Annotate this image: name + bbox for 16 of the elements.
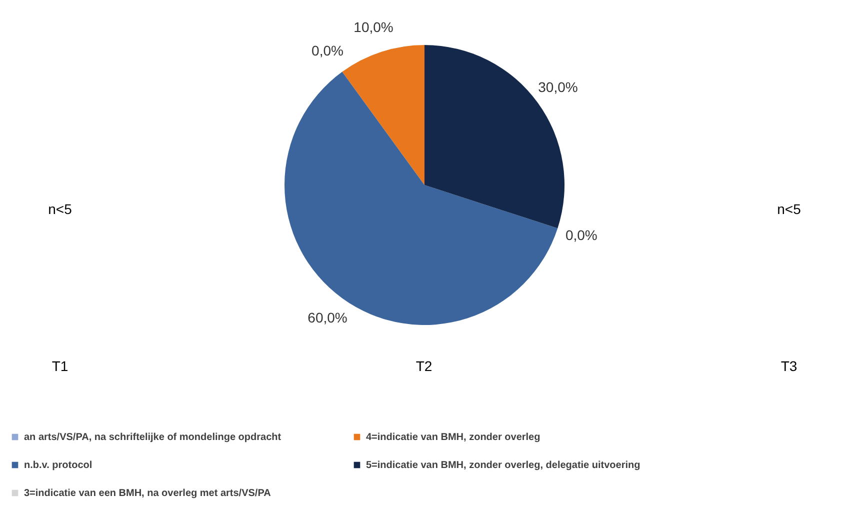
text: T3 xyxy=(780,358,798,374)
text: T1 xyxy=(52,358,68,374)
pie-slice xyxy=(342,45,424,185)
legend-label: n.b.v. protocol xyxy=(24,460,92,471)
text: n<5 xyxy=(48,201,72,217)
data-label: 60,0% xyxy=(308,309,348,326)
legend-label: an arts/VS/PA, na schriftelijke of mondelinge opdracht xyxy=(24,432,282,443)
data-label: 30,0% xyxy=(538,79,578,96)
legend-label: 3=indicatie van een BMH, na overleg met arts/VS/PA xyxy=(24,488,271,499)
legend-label: 4=indicatie van BMH, zonder overleg xyxy=(366,432,540,443)
text: 0,0% xyxy=(312,42,344,59)
text: 0,0% xyxy=(565,226,598,243)
text: T2 xyxy=(416,358,432,374)
data-label: 10,0% xyxy=(354,19,394,36)
text: n<5 xyxy=(777,201,802,217)
legend-label: 5=indicatie van BMH, zonder overleg, delegatie uitvoering xyxy=(366,460,640,471)
